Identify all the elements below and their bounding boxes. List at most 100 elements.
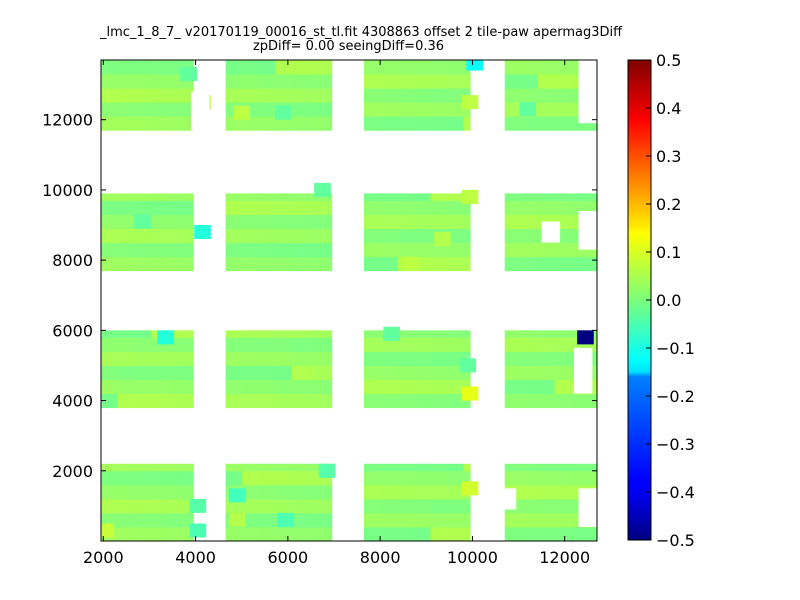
heatmap-cell xyxy=(150,116,168,131)
heatmap-cell xyxy=(258,88,276,103)
heatmap-cell xyxy=(447,470,465,486)
heatmap-cells xyxy=(101,60,597,541)
heatmap-cell xyxy=(308,526,326,541)
x-tick-label: 2000 xyxy=(83,548,124,567)
heatmap-cell xyxy=(275,351,293,366)
heatmap-cell xyxy=(228,512,246,527)
heatmap-cell xyxy=(101,60,119,75)
heatmap-cell xyxy=(325,526,333,541)
heatmap-cell xyxy=(554,193,572,201)
heatmap-cell xyxy=(275,379,293,395)
heatmap-cell xyxy=(413,116,431,131)
heatmap-cell xyxy=(150,256,168,272)
heatmap-cell xyxy=(180,67,197,82)
heatmap-cell xyxy=(101,498,119,514)
heatmap-cell xyxy=(459,358,477,373)
heatmap-cell xyxy=(447,512,465,528)
heatmap-cell xyxy=(275,463,293,472)
heatmap-cell xyxy=(292,228,310,244)
heatmap-cell xyxy=(380,116,398,131)
heatmap-cell xyxy=(447,74,465,89)
heatmap-cell xyxy=(397,60,415,75)
heatmap-cell xyxy=(554,60,572,75)
y-tick-label: 10000 xyxy=(42,181,93,200)
heatmap-cell xyxy=(308,463,326,472)
heatmap-cell xyxy=(554,330,572,338)
heatmap-cell xyxy=(308,88,326,103)
heatmap-cell xyxy=(292,484,310,500)
heatmap-cell xyxy=(447,102,465,117)
heatmap-cell xyxy=(242,116,260,131)
heatmap-cell xyxy=(325,484,333,500)
heatmap-cell xyxy=(292,526,310,541)
heatmap-cell xyxy=(413,228,431,244)
heatmap-cell xyxy=(292,463,310,472)
heatmap-cell xyxy=(537,512,556,528)
heatmap-cell xyxy=(225,498,243,514)
heatmap-cell xyxy=(101,214,119,230)
heatmap-cell xyxy=(167,463,185,472)
heatmap-cell xyxy=(537,379,556,395)
heatmap-cell xyxy=(430,116,448,131)
heatmap-empty-cell xyxy=(573,347,593,394)
colorbar-tick-label: 0.4 xyxy=(656,99,681,118)
heatmap-cell xyxy=(364,498,382,514)
heatmap-cell xyxy=(397,498,415,514)
heatmap-cell xyxy=(150,526,168,541)
heatmap-cell xyxy=(463,116,471,131)
heatmap-empty-cell xyxy=(578,60,597,124)
heatmap-cell xyxy=(292,102,310,117)
heatmap-cell xyxy=(521,463,539,472)
heatmap-cell xyxy=(397,379,415,395)
heatmap-cell xyxy=(364,484,382,500)
heatmap-cell xyxy=(554,393,572,409)
heatmap-cell xyxy=(150,60,168,75)
heatmap-cell xyxy=(397,393,415,409)
heatmap-cell xyxy=(364,512,382,528)
heatmap-cell xyxy=(554,256,572,272)
heatmap-cell xyxy=(380,470,398,486)
heatmap-cell xyxy=(447,379,465,395)
heatmap-cell xyxy=(461,189,479,204)
heatmap-cell xyxy=(134,102,152,117)
heatmap-cell xyxy=(521,88,539,103)
heatmap-cell xyxy=(413,74,431,89)
heatmap-cell xyxy=(521,242,539,258)
heatmap-cell xyxy=(117,463,135,472)
heatmap-cell xyxy=(184,512,194,528)
heatmap-cell xyxy=(413,193,431,201)
heatmap-cell xyxy=(308,74,326,89)
heatmap-cell xyxy=(184,242,194,258)
heatmap-cell xyxy=(117,484,135,500)
heatmap-empty-cell xyxy=(578,210,597,250)
heatmap-cell xyxy=(397,193,415,201)
heatmap-cell xyxy=(537,102,556,117)
heatmap-cell xyxy=(521,60,539,75)
heatmap-cell xyxy=(258,393,276,409)
heatmap-cell xyxy=(167,330,185,338)
heatmap-cell xyxy=(537,193,556,201)
heatmap-cell xyxy=(167,242,185,258)
heatmap-cell xyxy=(258,330,276,338)
heatmap-cell xyxy=(463,393,471,409)
heatmap-cell xyxy=(447,116,465,131)
heatmap-cell xyxy=(101,393,119,409)
heatmap-cell xyxy=(101,330,119,338)
heatmap-cell xyxy=(308,351,326,366)
heatmap-cell xyxy=(413,526,431,541)
heatmap-cell xyxy=(225,116,243,131)
heatmap-cell xyxy=(554,102,572,117)
heatmap-cell xyxy=(134,470,152,486)
heatmap-cell xyxy=(537,242,556,258)
heatmap-cell xyxy=(275,470,293,486)
heatmap-cell xyxy=(242,200,260,215)
heatmap-cell xyxy=(587,463,597,472)
heatmap-cell xyxy=(380,256,398,272)
heatmap-cell xyxy=(413,60,431,75)
heatmap-cell xyxy=(325,102,333,117)
heatmap-cell xyxy=(587,470,597,486)
heatmap-cell xyxy=(242,60,260,75)
heatmap-cell xyxy=(413,393,431,409)
heatmap-cell xyxy=(434,232,451,247)
heatmap-cell xyxy=(521,498,539,514)
